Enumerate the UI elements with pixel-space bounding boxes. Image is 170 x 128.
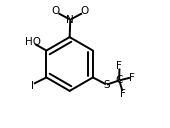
Text: N: N [66, 15, 74, 25]
Text: O: O [52, 6, 60, 16]
Text: F: F [116, 61, 122, 71]
Text: F: F [120, 89, 126, 99]
Text: HO: HO [25, 37, 41, 47]
Text: O: O [81, 6, 89, 16]
Text: C: C [115, 75, 123, 85]
Text: I: I [31, 81, 34, 91]
Text: F: F [129, 73, 135, 83]
Text: S: S [103, 80, 110, 90]
